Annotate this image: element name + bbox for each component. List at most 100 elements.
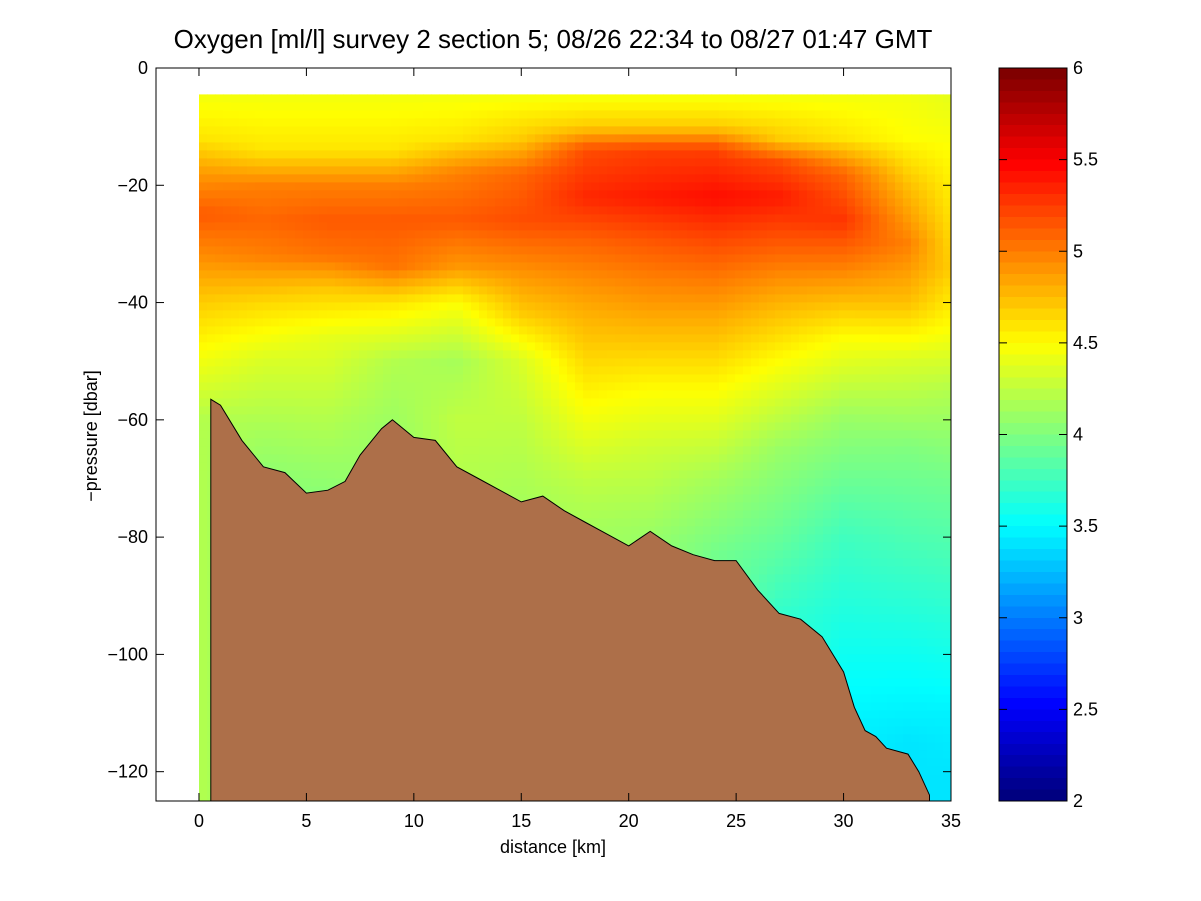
oxygen-cell <box>319 358 328 367</box>
oxygen-cell <box>567 230 576 239</box>
oxygen-cell <box>535 446 544 455</box>
oxygen-cell <box>303 358 312 367</box>
oxygen-cell <box>199 622 208 631</box>
oxygen-cell <box>567 470 576 479</box>
oxygen-cell <box>479 454 488 463</box>
oxygen-cell <box>527 238 536 247</box>
oxygen-cell <box>511 310 520 319</box>
oxygen-cell <box>479 294 488 303</box>
oxygen-cell <box>423 342 432 351</box>
oxygen-cell <box>311 294 320 303</box>
oxygen-cell <box>503 182 512 191</box>
oxygen-cell <box>255 182 264 191</box>
oxygen-cell <box>199 206 208 215</box>
oxygen-cell <box>295 254 304 263</box>
oxygen-cell <box>519 454 528 463</box>
oxygen-cell <box>287 126 296 135</box>
oxygen-cell <box>207 94 216 103</box>
oxygen-cell <box>311 166 320 175</box>
oxygen-cell <box>351 246 360 255</box>
oxygen-cell <box>407 310 416 319</box>
oxygen-cell <box>551 254 560 263</box>
oxygen-cell <box>599 510 608 519</box>
oxygen-cell <box>631 150 640 159</box>
oxygen-cell <box>263 246 272 255</box>
oxygen-cell <box>311 454 320 463</box>
oxygen-cell <box>559 222 568 231</box>
oxygen-cell <box>599 478 608 487</box>
oxygen-cell <box>311 422 320 431</box>
oxygen-cell <box>447 358 456 367</box>
oxygen-cell <box>199 574 208 583</box>
oxygen-cell <box>407 398 416 407</box>
oxygen-cell <box>639 174 648 183</box>
oxygen-cell <box>471 430 480 439</box>
oxygen-cell <box>511 334 520 343</box>
oxygen-cell <box>583 494 592 503</box>
oxygen-cell <box>463 198 472 207</box>
oxygen-cell <box>431 262 440 271</box>
oxygen-cell <box>503 422 512 431</box>
oxygen-cell <box>463 278 472 287</box>
oxygen-cell <box>599 358 608 367</box>
oxygen-cell <box>319 174 328 183</box>
oxygen-cell <box>263 382 272 391</box>
oxygen-cell <box>359 366 368 375</box>
oxygen-cell <box>575 494 584 503</box>
oxygen-cell <box>399 326 408 335</box>
oxygen-cell <box>407 126 416 135</box>
oxygen-cell <box>303 214 312 223</box>
oxygen-cell <box>303 310 312 319</box>
oxygen-cell <box>527 294 536 303</box>
oxygen-cell <box>295 126 304 135</box>
oxygen-cell <box>383 166 392 175</box>
oxygen-cell <box>439 118 448 127</box>
oxygen-cell <box>551 494 560 503</box>
oxygen-cell <box>639 230 648 239</box>
oxygen-cell <box>495 382 504 391</box>
oxygen-cell <box>335 430 344 439</box>
oxygen-cell <box>383 382 392 391</box>
oxygen-cell <box>271 214 280 223</box>
oxygen-cell <box>351 366 360 375</box>
oxygen-cell <box>351 118 360 127</box>
oxygen-cell <box>391 102 400 111</box>
oxygen-cell <box>535 246 544 255</box>
oxygen-cell <box>279 382 288 391</box>
oxygen-cell <box>223 302 232 311</box>
oxygen-cell <box>631 454 640 463</box>
oxygen-cell <box>639 326 648 335</box>
oxygen-cell <box>599 406 608 415</box>
oxygen-cell <box>607 398 616 407</box>
oxygen-cell <box>591 422 600 431</box>
oxygen-cell <box>423 414 432 423</box>
oxygen-cell <box>575 318 584 327</box>
oxygen-cell <box>399 414 408 423</box>
oxygen-cell <box>439 366 448 375</box>
oxygen-cell <box>439 206 448 215</box>
oxygen-cell <box>303 126 312 135</box>
oxygen-cell <box>279 110 288 119</box>
oxygen-cell <box>567 222 576 231</box>
oxygen-cell <box>431 198 440 207</box>
oxygen-cell <box>399 174 408 183</box>
oxygen-cell <box>551 190 560 199</box>
oxygen-cell <box>527 110 536 119</box>
oxygen-cell <box>391 174 400 183</box>
oxygen-cell <box>543 94 552 103</box>
oxygen-cell <box>319 166 328 175</box>
oxygen-cell <box>199 382 208 391</box>
oxygen-cell <box>599 230 608 239</box>
oxygen-cell <box>439 406 448 415</box>
oxygen-cell <box>527 422 536 431</box>
oxygen-cell <box>279 174 288 183</box>
oxygen-cell <box>591 262 600 271</box>
oxygen-cell <box>271 150 280 159</box>
oxygen-cell <box>471 214 480 223</box>
oxygen-cell <box>623 278 632 287</box>
oxygen-cell <box>343 94 352 103</box>
oxygen-cell <box>351 302 360 311</box>
oxygen-cell <box>583 294 592 303</box>
oxygen-cell <box>311 182 320 191</box>
oxygen-cell <box>407 294 416 303</box>
